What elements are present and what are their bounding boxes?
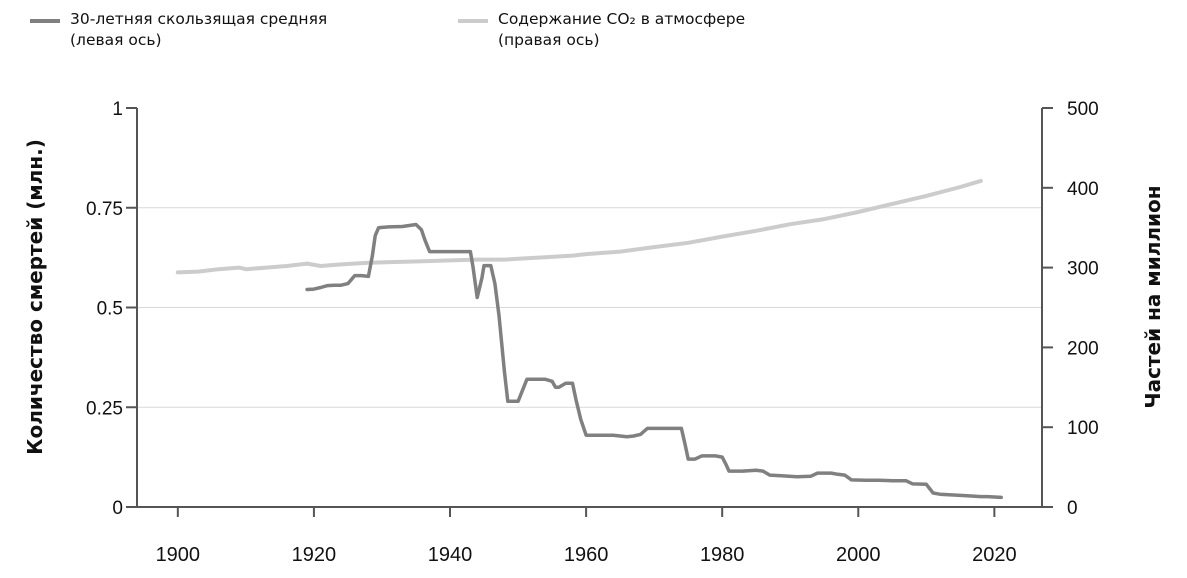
y-tick-label-left: 0 bbox=[112, 498, 123, 519]
series-lines bbox=[175, 178, 1003, 500]
x-tick-label: 2020 bbox=[972, 544, 1017, 566]
series-line-co2 bbox=[175, 178, 983, 275]
x-tick-label: 1940 bbox=[428, 544, 473, 566]
x-tick-label: 1920 bbox=[292, 544, 337, 566]
y-tick-label-right: 300 bbox=[1067, 259, 1099, 280]
y-tick-label-right: 200 bbox=[1067, 338, 1099, 359]
x-tick-label: 1980 bbox=[700, 544, 745, 566]
legend-swatch-co2 bbox=[458, 19, 488, 23]
y-tick-label-left: 0.25 bbox=[86, 398, 123, 419]
series-line-moving-average bbox=[305, 222, 1003, 500]
legend-item-moving-average: 30-летняя скользящая средняя (левая ось) bbox=[30, 9, 400, 51]
x-tick-label: 1900 bbox=[156, 544, 201, 566]
tick-labels: 0 0.25 0.5 0.75 1 0 100 200 300 400 500 1900 1920 194… bbox=[86, 99, 1099, 566]
legend-label-co2-line1: Содержание CO₂ в атмосфере bbox=[498, 10, 746, 28]
x-tick-label: 2000 bbox=[836, 544, 881, 566]
legend-label-moving-average-line2: (левая ось) bbox=[70, 31, 162, 49]
gridlines bbox=[137, 207, 1042, 408]
axes bbox=[126, 107, 1053, 517]
legend-label-co2-line2: (правая ось) bbox=[498, 31, 600, 49]
legend-item-co2: Содержание CO₂ в атмосфере (правая ось) bbox=[458, 9, 828, 51]
y-tick-label-left: 1 bbox=[112, 99, 123, 120]
y-tick-label-right: 400 bbox=[1067, 179, 1099, 200]
y-tick-label-right: 100 bbox=[1067, 418, 1099, 439]
y-tick-label-right: 500 bbox=[1067, 99, 1099, 120]
legend-swatch-moving-average bbox=[30, 19, 60, 23]
y-axis-label-right: Частей на миллион bbox=[1141, 185, 1165, 408]
legend-label-moving-average-line1: 30-летняя скользящая средняя bbox=[70, 10, 328, 28]
x-tick-label: 1960 bbox=[564, 544, 609, 566]
y-axis-label-left: Количество смертей (млн.) bbox=[23, 139, 47, 455]
y-tick-label-left: 0.75 bbox=[86, 199, 123, 220]
y-tick-label-right: 0 bbox=[1067, 498, 1078, 519]
y-tick-label-left: 0.5 bbox=[97, 299, 123, 320]
